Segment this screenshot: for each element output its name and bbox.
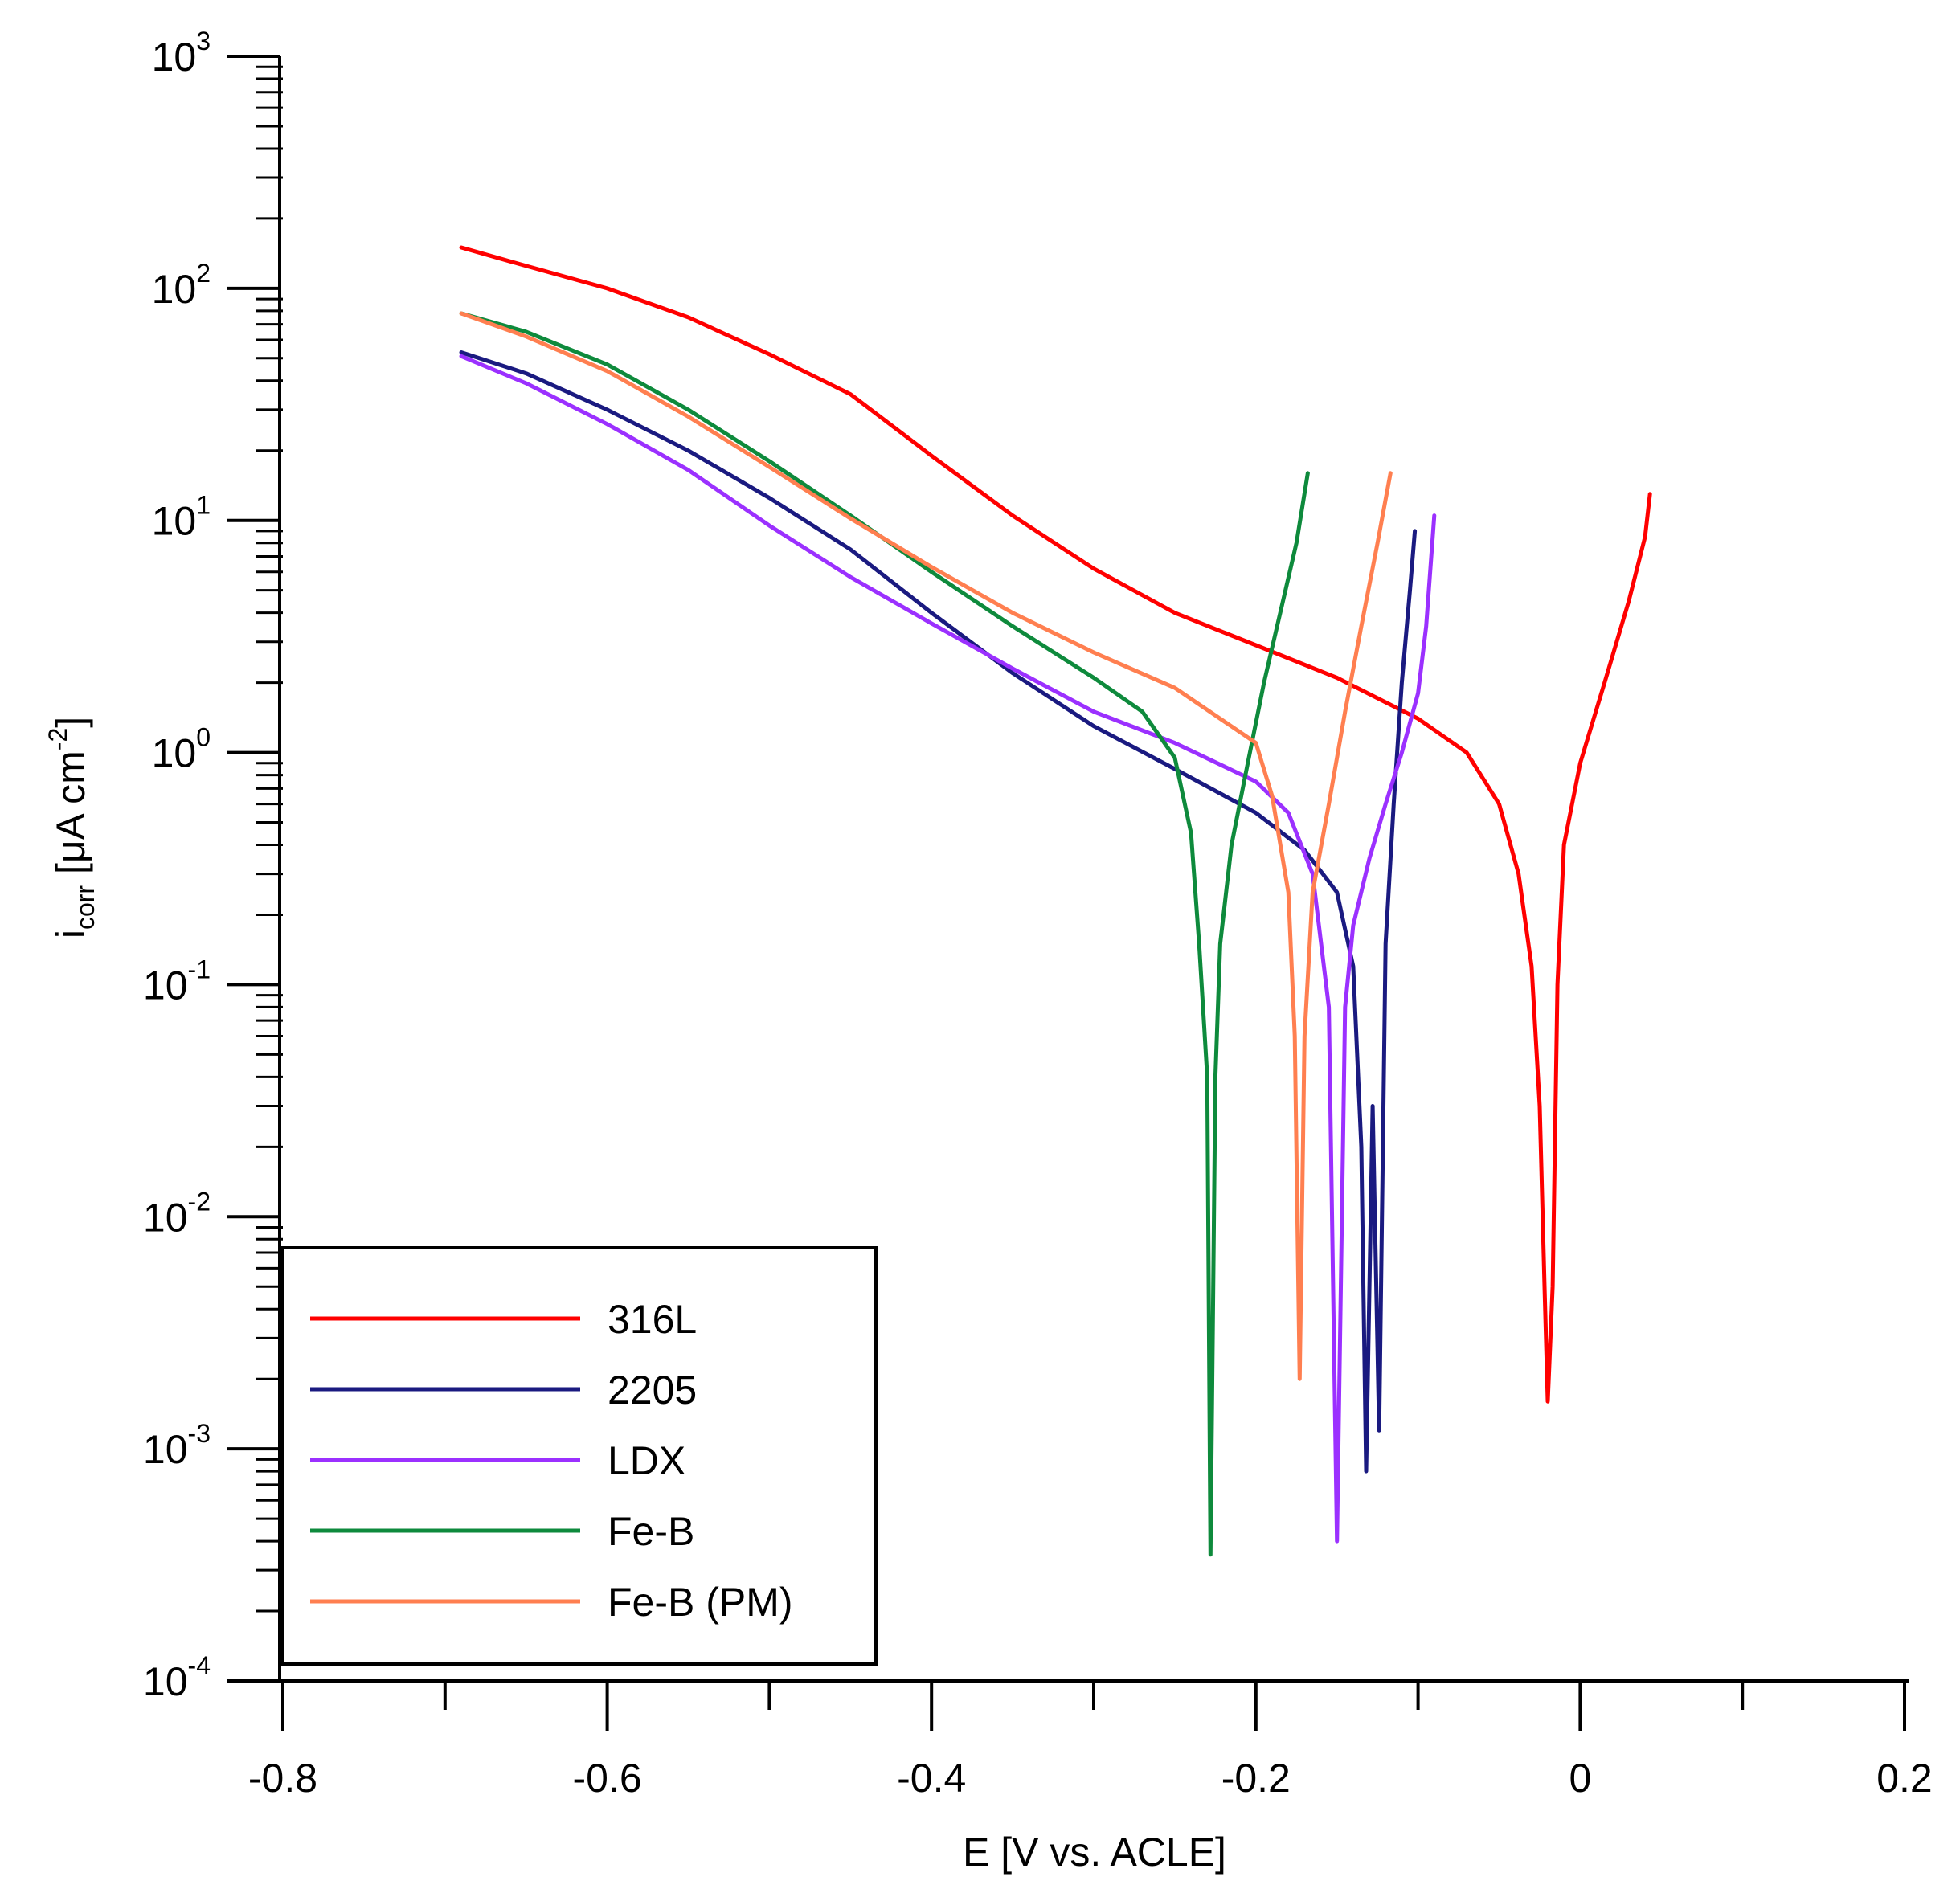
y-title-unit-exponent: -2: [43, 728, 72, 750]
x-tick-label: -0.6: [573, 1756, 642, 1801]
x-tick-label: 0: [1569, 1756, 1591, 1801]
y-tick-base: 10: [143, 1659, 188, 1704]
x-tick-label: -0.8: [248, 1756, 317, 1801]
y-tick-exponent: -3: [188, 1419, 211, 1448]
y-tick-exponent: 3: [196, 27, 211, 55]
series-line-316l: [459, 245, 1652, 1404]
y-tick-label: 102: [152, 259, 211, 312]
x-axis: -0.8 -0.6 -0.4 -0.2 0 0.2: [227, 1679, 1933, 1801]
y-tick-base: 10: [152, 35, 197, 80]
y-tick-label: 10-1: [143, 955, 211, 1008]
y-tick-base: 10: [152, 267, 197, 312]
y-title-subscript: corr: [71, 885, 100, 930]
y-tick-exponent: -2: [188, 1187, 211, 1216]
y-tick-label: 103: [152, 27, 211, 80]
axis-titles: E [V vs. ACLE] icorr [μA cm-2]: [43, 717, 1226, 1875]
y-tick-base: 10: [143, 1427, 188, 1472]
x-tick-label: 0.2: [1876, 1756, 1933, 1801]
legend-label-ldx: LDX: [608, 1438, 685, 1483]
y-tick-label: 10-4: [143, 1651, 211, 1704]
y-title-unit: [μA cm: [48, 750, 93, 885]
plot-series: [459, 245, 1652, 1557]
legend-label-316l: 316L: [608, 1297, 697, 1342]
y-tick-base: 10: [152, 731, 197, 776]
y-tick-exponent: -4: [188, 1651, 211, 1680]
y-tick-exponent: 1: [196, 491, 211, 520]
y-tick-label: 101: [152, 491, 211, 544]
legend-label-fe-b: Fe-B: [608, 1509, 694, 1554]
y-tick-exponent: -1: [188, 955, 211, 983]
y-axis-title: icorr [μA cm-2]: [43, 717, 100, 938]
series-line-ldx: [459, 354, 1437, 1544]
series-line-fe-b-pm: [459, 311, 1393, 1381]
legend: 316L 2205 LDX Fe-B Fe-B (PM): [281, 1246, 878, 1666]
x-axis-title: E [V vs. ACLE]: [963, 1830, 1226, 1875]
y-tick-label: 100: [152, 723, 211, 776]
y-tick-label: 10-2: [143, 1187, 211, 1240]
series-line-fe-b: [459, 311, 1310, 1557]
legend-label-2205: 2205: [608, 1368, 697, 1413]
y-tick-base: 10: [143, 1195, 188, 1240]
y-tick-exponent: 2: [196, 259, 211, 288]
y-tick-label: 10-3: [143, 1419, 211, 1472]
x-tick-label: -0.2: [1221, 1756, 1291, 1801]
y-title-main: i: [48, 930, 93, 938]
legend-label-fe-b-pm: Fe-B (PM): [608, 1580, 793, 1625]
y-tick-base: 10: [152, 499, 197, 544]
y-tick-exponent: 0: [196, 723, 211, 752]
x-tick-label: -0.4: [897, 1756, 966, 1801]
y-tick-base: 10: [143, 963, 188, 1008]
y-title-unit-close: ]: [48, 717, 93, 728]
